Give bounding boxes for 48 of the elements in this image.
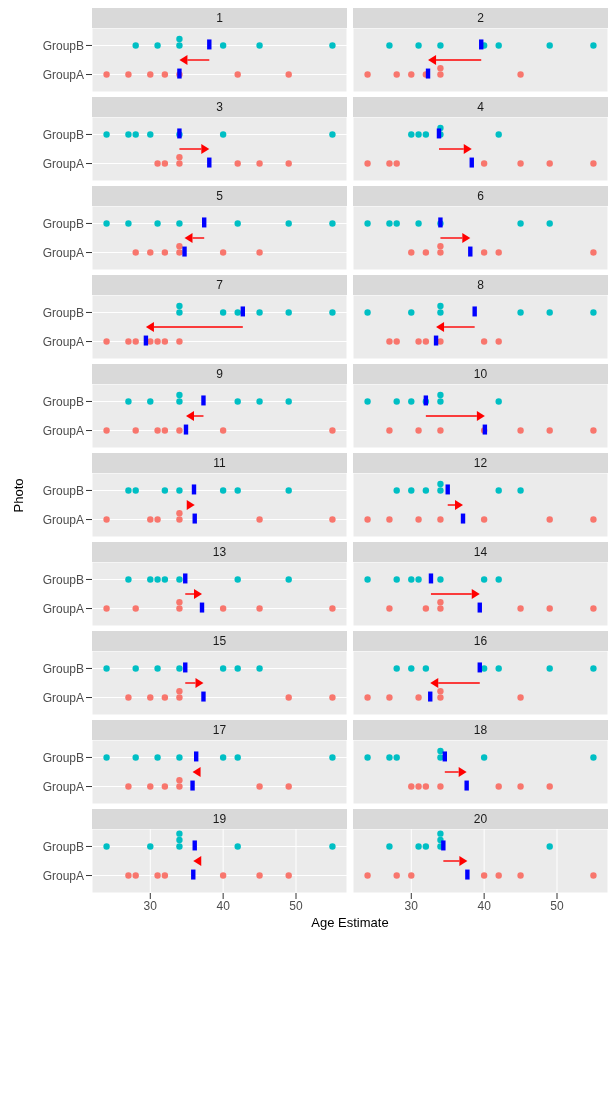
x-tick-label: 30: [404, 898, 419, 913]
chart-title: 8: [353, 275, 608, 295]
chart-title: 11: [92, 453, 347, 473]
chart-title: 3: [92, 97, 347, 117]
y-tick-label: GroupA: [42, 245, 84, 260]
chart-title: 7: [92, 275, 347, 295]
x-tick-label: 40: [216, 898, 231, 913]
y-tick-label: GroupA: [42, 512, 84, 527]
y-tick-label: GroupB: [42, 305, 84, 320]
y-tick-label: GroupA: [42, 601, 84, 616]
y-tick-label: GroupA: [42, 67, 84, 82]
chart-title: 16: [353, 631, 608, 651]
chart-title: 13: [92, 542, 347, 562]
chart-title: 18: [353, 720, 608, 740]
y-tick-label: GroupA: [42, 156, 84, 171]
chart-title: 10: [353, 364, 608, 384]
x-tick-label: 30: [143, 898, 158, 913]
y-tick-label: GroupB: [42, 750, 84, 765]
y-tick-label: GroupA: [42, 334, 84, 349]
y-tick-label: GroupB: [42, 661, 84, 676]
chart-title: 20: [353, 809, 608, 829]
y-tick-label: GroupB: [42, 839, 84, 854]
y-tick-label: GroupB: [42, 394, 84, 409]
chart-title: 4: [353, 97, 608, 117]
chart-title: 14: [353, 542, 608, 562]
x-tick-label: 50: [550, 898, 564, 913]
y-tick-label: GroupB: [42, 216, 84, 231]
chart-title: 5: [92, 186, 347, 206]
y-tick-label: GroupA: [42, 779, 84, 794]
chart-title: 6: [353, 186, 608, 206]
chart-title: 15: [92, 631, 347, 651]
chart-title: 2: [353, 8, 608, 28]
y-tick-label: GroupA: [42, 690, 84, 705]
y-tick-label: GroupA: [42, 868, 84, 883]
x-axis-title: Age Estimate: [310, 915, 390, 930]
chart-title: 19: [92, 809, 347, 829]
chart-title: 1: [92, 8, 347, 28]
y-tick-label: GroupB: [42, 38, 84, 53]
x-tick-label: 40: [477, 898, 492, 913]
x-tick-label: 50: [289, 898, 303, 913]
y-tick-label: GroupB: [42, 127, 84, 142]
y-tick-label: GroupB: [42, 483, 84, 498]
y-axis-title: Photo: [11, 478, 27, 512]
chart-title: 9: [92, 364, 347, 384]
y-tick-label: GroupA: [42, 423, 84, 438]
chart-title: 12: [353, 453, 608, 473]
chart-title: 17: [92, 720, 347, 740]
y-tick-label: GroupB: [42, 572, 84, 587]
